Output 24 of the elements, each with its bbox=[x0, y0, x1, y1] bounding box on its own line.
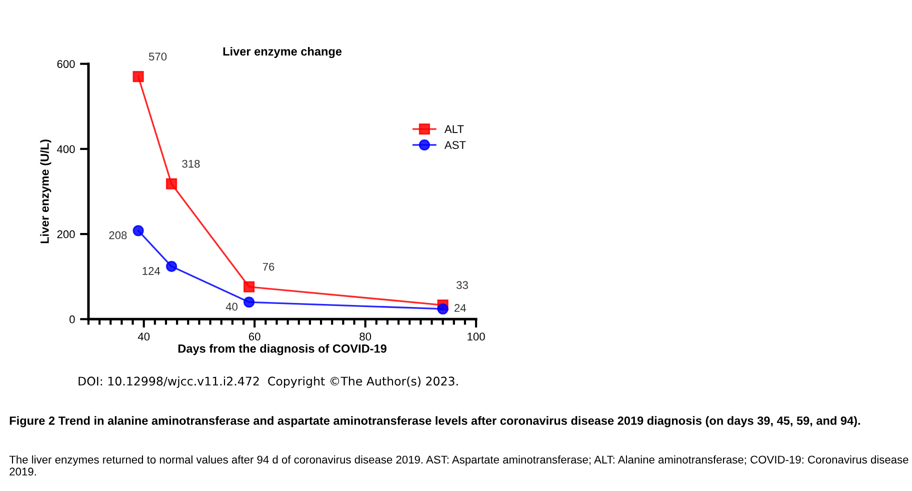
x-tick-label: 60 bbox=[248, 332, 260, 341]
data-label: 33 bbox=[456, 281, 468, 290]
data-label: 208 bbox=[109, 231, 127, 240]
data-label: 76 bbox=[262, 262, 274, 271]
data-label: 318 bbox=[182, 160, 200, 168]
legend-label: ALT bbox=[444, 125, 464, 133]
chart-title: Liver enzyme change bbox=[223, 46, 342, 58]
x-tick-label: 80 bbox=[360, 332, 372, 341]
y-tick-label: 0 bbox=[70, 315, 75, 324]
data-label: 570 bbox=[148, 52, 167, 61]
y-axis-title: Liver enzyme (U/L) bbox=[40, 140, 52, 244]
text: The liver enzymes returned to normal values after 94 d of coronavirus disease 2019. AST: Aspartate aminotransferase; ALT: Alanine aminotransferase; COVID-19: Coronavirus disease 2019. bbox=[9, 455, 908, 476]
y-tick-label: 600 bbox=[57, 60, 75, 68]
x-axis-title: Days from the diagnosis of COVID-19 bbox=[178, 344, 386, 356]
y-tick-label: 200 bbox=[57, 230, 75, 238]
x-tick-label: 100 bbox=[468, 332, 485, 341]
data-label: 24 bbox=[454, 304, 466, 312]
legend-label: AST bbox=[444, 141, 466, 149]
caption: Figure 2 Trend in alanine aminotransferase and aspartate aminotransferase levels after coronavirus disease 2019 diagnosis (on days 39, 45, 59, and 94). bbox=[10, 416, 860, 428]
y-tick-label: 400 bbox=[56, 145, 75, 154]
x-tick-label: 40 bbox=[138, 332, 150, 341]
data-label: 124 bbox=[142, 267, 160, 275]
data-label: 40 bbox=[226, 302, 238, 311]
text: DOI: 10.12998/wjcc.v11.i2.472 Copyright ©The Author(s) 2023. bbox=[78, 376, 458, 388]
